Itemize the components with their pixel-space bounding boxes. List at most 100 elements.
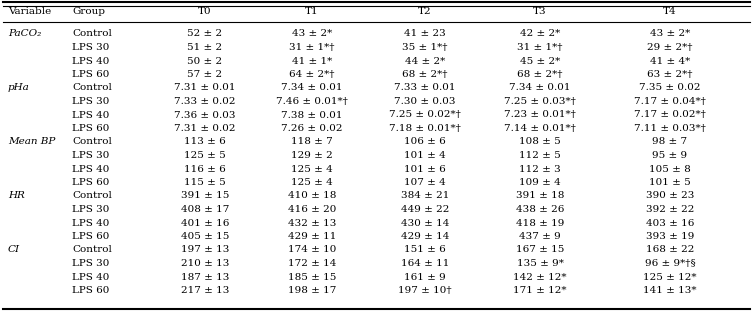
Text: 7.30 ± 0.03: 7.30 ± 0.03 xyxy=(394,97,456,106)
Text: 7.26 ± 0.02: 7.26 ± 0.02 xyxy=(282,124,343,133)
Text: 392 ± 22: 392 ± 22 xyxy=(646,205,694,214)
Text: LPS 40: LPS 40 xyxy=(72,164,109,174)
Text: LPS 40: LPS 40 xyxy=(72,273,109,281)
Text: 7.35 ± 0.02: 7.35 ± 0.02 xyxy=(639,84,701,93)
Text: 418 ± 19: 418 ± 19 xyxy=(516,218,564,227)
Text: 125 ± 4: 125 ± 4 xyxy=(291,164,333,174)
Text: 7.18 ± 0.01*†: 7.18 ± 0.01*† xyxy=(389,124,461,133)
Text: 438 ± 26: 438 ± 26 xyxy=(516,205,564,214)
Text: 141 ± 13*: 141 ± 13* xyxy=(643,286,697,295)
Text: T3: T3 xyxy=(533,8,547,17)
Text: 408 ± 17: 408 ± 17 xyxy=(180,205,230,214)
Text: 7.17 ± 0.02*†: 7.17 ± 0.02*† xyxy=(634,110,706,120)
Text: 168 ± 22: 168 ± 22 xyxy=(646,245,694,254)
Text: 112 ± 5: 112 ± 5 xyxy=(519,151,561,160)
Text: T2: T2 xyxy=(418,8,432,17)
Text: 101 ± 6: 101 ± 6 xyxy=(404,164,446,174)
Text: 210 ± 13: 210 ± 13 xyxy=(180,259,230,268)
Text: Control: Control xyxy=(72,30,112,38)
Text: 98 ± 7: 98 ± 7 xyxy=(652,137,688,147)
Text: T4: T4 xyxy=(663,8,676,17)
Text: CI: CI xyxy=(8,245,20,254)
Text: 161 ± 9: 161 ± 9 xyxy=(404,273,446,281)
Text: 185 ± 15: 185 ± 15 xyxy=(288,273,336,281)
Text: 101 ± 4: 101 ± 4 xyxy=(404,151,446,160)
Text: 113 ± 6: 113 ± 6 xyxy=(184,137,226,147)
Text: 429 ± 14: 429 ± 14 xyxy=(401,232,449,241)
Text: 68 ± 2*†: 68 ± 2*† xyxy=(402,70,448,79)
Text: 384 ± 21: 384 ± 21 xyxy=(401,191,449,201)
Text: 410 ± 18: 410 ± 18 xyxy=(288,191,336,201)
Text: 167 ± 15: 167 ± 15 xyxy=(516,245,564,254)
Text: 391 ± 18: 391 ± 18 xyxy=(516,191,564,201)
Text: 43 ± 2*: 43 ± 2* xyxy=(650,30,690,38)
Text: 7.46 ± 0.01*†: 7.46 ± 0.01*† xyxy=(276,97,348,106)
Text: LPS 30: LPS 30 xyxy=(72,259,109,268)
Text: 197 ± 10†: 197 ± 10† xyxy=(398,286,451,295)
Text: 405 ± 15: 405 ± 15 xyxy=(180,232,230,241)
Text: 7.31 ± 0.01: 7.31 ± 0.01 xyxy=(174,84,236,93)
Text: 109 ± 4: 109 ± 4 xyxy=(519,178,561,187)
Text: 7.14 ± 0.01*†: 7.14 ± 0.01*† xyxy=(504,124,576,133)
Text: T1: T1 xyxy=(305,8,319,17)
Text: 68 ± 2*†: 68 ± 2*† xyxy=(517,70,562,79)
Text: 151 ± 6: 151 ± 6 xyxy=(404,245,446,254)
Text: LPS 60: LPS 60 xyxy=(72,124,109,133)
Text: 7.33 ± 0.02: 7.33 ± 0.02 xyxy=(174,97,236,106)
Text: 164 ± 11: 164 ± 11 xyxy=(401,259,449,268)
Text: 41 ± 1*: 41 ± 1* xyxy=(292,57,332,66)
Text: 101 ± 5: 101 ± 5 xyxy=(649,178,691,187)
Text: 106 ± 6: 106 ± 6 xyxy=(404,137,446,147)
Text: 172 ± 14: 172 ± 14 xyxy=(288,259,336,268)
Text: 429 ± 11: 429 ± 11 xyxy=(288,232,336,241)
Text: 35 ± 1*†: 35 ± 1*† xyxy=(402,43,448,52)
Text: 41 ± 4*: 41 ± 4* xyxy=(650,57,690,66)
Text: LPS 40: LPS 40 xyxy=(72,110,109,120)
Text: 29 ± 2*†: 29 ± 2*† xyxy=(647,43,693,52)
Text: Group: Group xyxy=(72,8,105,17)
Text: 45 ± 2*: 45 ± 2* xyxy=(520,57,560,66)
Text: Variable: Variable xyxy=(8,8,51,17)
Text: 135 ± 9*: 135 ± 9* xyxy=(516,259,563,268)
Text: 174 ± 10: 174 ± 10 xyxy=(288,245,336,254)
Text: LPS 30: LPS 30 xyxy=(72,205,109,214)
Text: 7.17 ± 0.04*†: 7.17 ± 0.04*† xyxy=(634,97,706,106)
Text: Control: Control xyxy=(72,84,112,93)
Text: 198 ± 17: 198 ± 17 xyxy=(288,286,336,295)
Text: Control: Control xyxy=(72,137,112,147)
Text: 63 ± 2*†: 63 ± 2*† xyxy=(647,70,693,79)
Text: 108 ± 5: 108 ± 5 xyxy=(519,137,561,147)
Text: 116 ± 6: 116 ± 6 xyxy=(184,164,226,174)
Text: 171 ± 12*: 171 ± 12* xyxy=(513,286,567,295)
Text: 129 ± 2: 129 ± 2 xyxy=(291,151,333,160)
Text: LPS 30: LPS 30 xyxy=(72,97,109,106)
Text: 125 ± 5: 125 ± 5 xyxy=(184,151,226,160)
Text: 51 ± 2: 51 ± 2 xyxy=(187,43,223,52)
Text: 125 ± 12*: 125 ± 12* xyxy=(643,273,697,281)
Text: LPS 40: LPS 40 xyxy=(72,218,109,227)
Text: 197 ± 13: 197 ± 13 xyxy=(180,245,230,254)
Text: Control: Control xyxy=(72,191,112,201)
Text: 391 ± 15: 391 ± 15 xyxy=(180,191,230,201)
Text: 430 ± 14: 430 ± 14 xyxy=(401,218,449,227)
Text: 7.11 ± 0.03*†: 7.11 ± 0.03*† xyxy=(634,124,706,133)
Text: HR: HR xyxy=(8,191,25,201)
Text: 95 ± 9: 95 ± 9 xyxy=(652,151,688,160)
Text: 44 ± 2*: 44 ± 2* xyxy=(405,57,445,66)
Text: 107 ± 4: 107 ± 4 xyxy=(404,178,446,187)
Text: LPS 60: LPS 60 xyxy=(72,232,109,241)
Text: 31 ± 1*†: 31 ± 1*† xyxy=(289,43,334,52)
Text: LPS 30: LPS 30 xyxy=(72,43,109,52)
Text: LPS 30: LPS 30 xyxy=(72,151,109,160)
Text: LPS 60: LPS 60 xyxy=(72,178,109,187)
Text: 50 ± 2: 50 ± 2 xyxy=(187,57,223,66)
Text: 142 ± 12*: 142 ± 12* xyxy=(513,273,567,281)
Text: 112 ± 3: 112 ± 3 xyxy=(519,164,561,174)
Text: 7.33 ± 0.01: 7.33 ± 0.01 xyxy=(394,84,456,93)
Text: 401 ± 16: 401 ± 16 xyxy=(180,218,230,227)
Text: 7.38 ± 0.01: 7.38 ± 0.01 xyxy=(282,110,343,120)
Text: LPS 40: LPS 40 xyxy=(72,57,109,66)
Text: pHa: pHa xyxy=(8,84,29,93)
Text: 52 ± 2: 52 ± 2 xyxy=(187,30,223,38)
Text: 7.23 ± 0.01*†: 7.23 ± 0.01*† xyxy=(504,110,576,120)
